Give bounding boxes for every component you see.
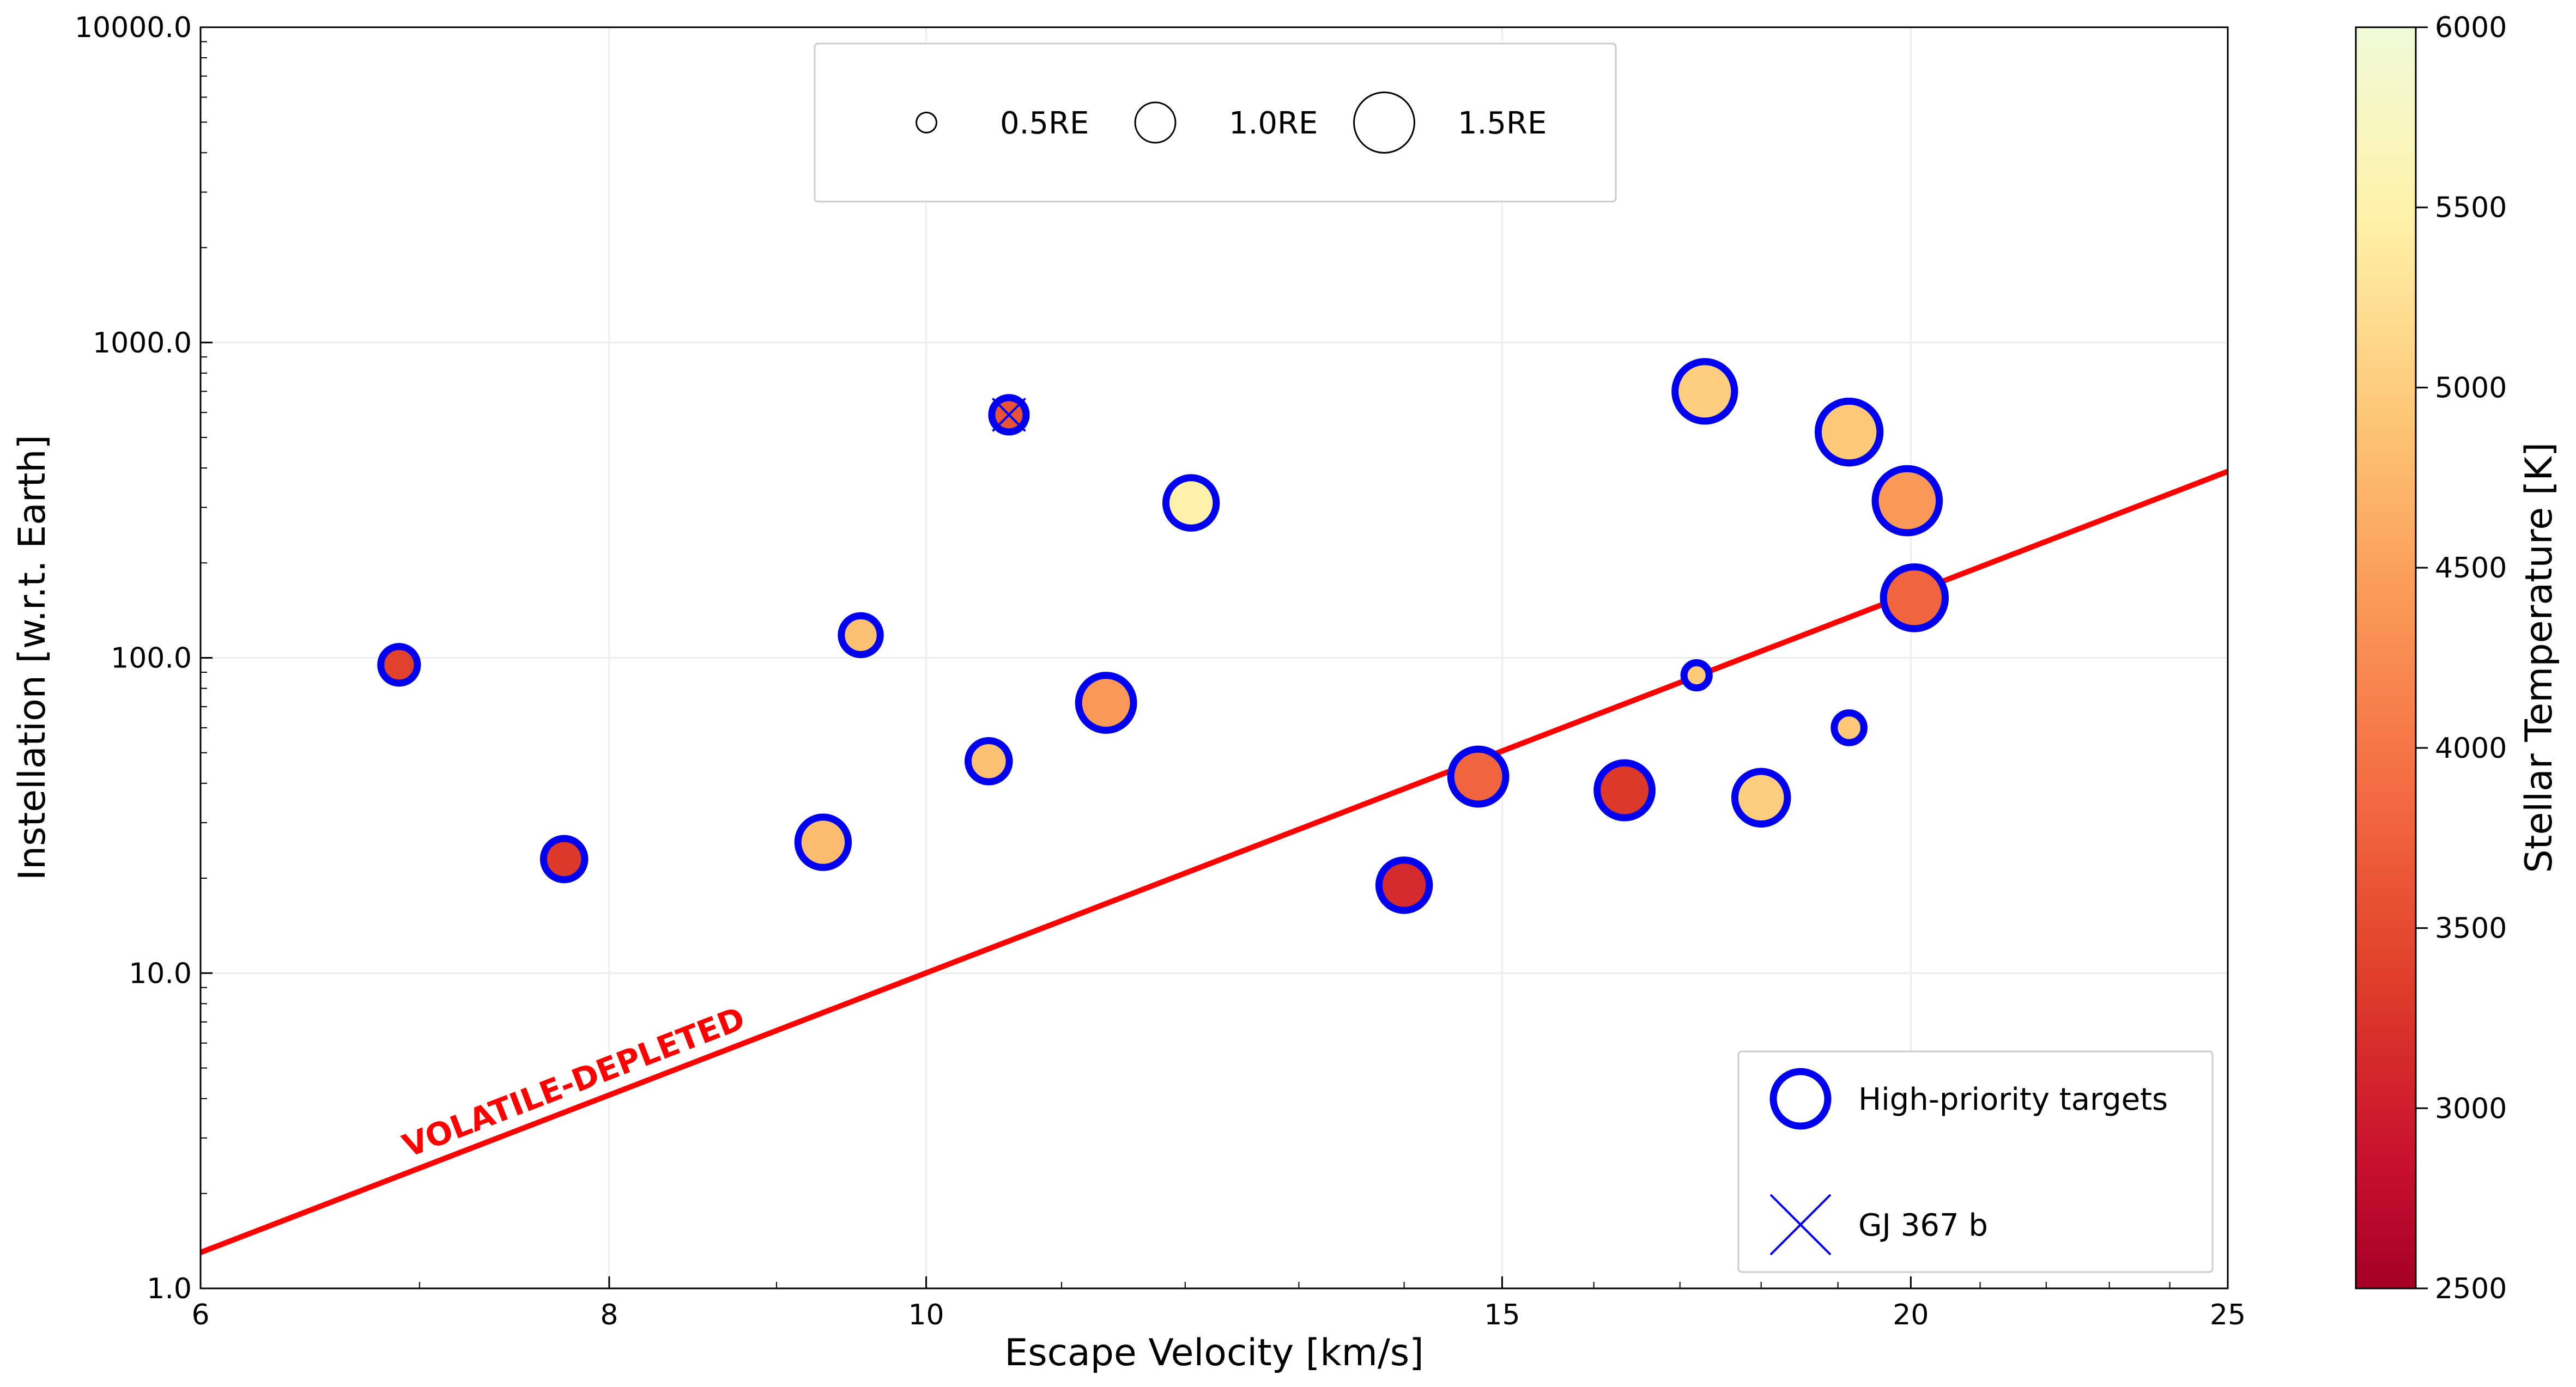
size-legend-label: 1.0RE: [1229, 106, 1318, 141]
marker-legend: High-priority targets GJ 367 b: [1737, 1050, 2214, 1273]
planet-point: [1671, 358, 1738, 425]
y-tick-label: 1000.0: [93, 327, 192, 360]
x-tick-label: 6: [191, 1299, 209, 1331]
x-axis-label: Escape Velocity [km/s]: [1004, 1331, 1423, 1374]
y-axis: 1.0 10.0 100.0 1000.0 10000.0: [75, 11, 213, 1305]
planet-point: [1162, 474, 1220, 532]
planet-point: [964, 737, 1013, 786]
x-tick-label: 15: [1484, 1299, 1520, 1331]
colorbar-label: Stellar Temperature [K]: [2518, 442, 2561, 873]
planet-point: [1075, 672, 1137, 734]
marker-legend-frame: [1737, 1050, 2214, 1273]
planet-point: [1375, 856, 1433, 914]
high-priority-legend-marker: [1769, 1068, 1832, 1130]
x-tick-label: 25: [2210, 1299, 2246, 1331]
x-tick-label: 8: [600, 1299, 618, 1331]
points-layer: [377, 358, 1949, 914]
planet-point: [1880, 563, 1949, 632]
colorbar-tick-label: 5000: [2435, 372, 2507, 404]
planet-point: [1814, 397, 1884, 467]
colorbar-tick-label: 4500: [2435, 552, 2507, 585]
planet-point: [377, 643, 421, 687]
size-legend-label: 1.5RE: [1458, 106, 1547, 141]
colorbar-tick-label: 5500: [2435, 192, 2507, 224]
y-tick-label: 10.0: [129, 957, 192, 990]
size-legend-frame: [814, 42, 1617, 203]
x-tick-label: 20: [1893, 1299, 1929, 1331]
colorbar-tick-label: 6000: [2435, 11, 2507, 44]
high-priority-legend-label: High-priority targets: [1858, 1082, 2168, 1117]
colorbar-tick-label: 3000: [2435, 1092, 2507, 1125]
planet-point: [1593, 759, 1656, 822]
planet-point: [1447, 745, 1510, 808]
y-tick-label: 1.0: [147, 1273, 192, 1305]
planet-point: [1831, 709, 1868, 746]
x-axis: 6 8 10 15 20 25: [191, 1276, 2246, 1331]
size-legend-label: 0.5RE: [1000, 106, 1089, 141]
size-legend-marker: [916, 112, 937, 133]
y-axis-label: Instellation [w.r.t. Earth]: [11, 435, 54, 880]
gj367b-legend-label: GJ 367 b: [1858, 1208, 1988, 1243]
x-tick-label: 10: [908, 1299, 944, 1331]
volatile-depleted-label: VOLATILE-DEPLETED: [398, 1000, 750, 1165]
planet-point: [1680, 659, 1713, 692]
gj367b-x-marker: [992, 398, 1026, 432]
colorbar-gradient: [2355, 26, 2417, 1289]
planet-point: [838, 612, 884, 659]
planet-point: [540, 835, 589, 884]
y-tick-label: 100.0: [111, 642, 192, 675]
colorbar-tick-label: 3500: [2435, 912, 2507, 945]
planet-point: [1871, 465, 1943, 537]
size-legend: 0.5RE 1.0RE 1.5RE: [814, 42, 1617, 203]
colorbar: 2500 3000 3500 4000 4500 5000 5500 6000: [2355, 11, 2507, 1305]
size-legend-marker: [1134, 101, 1177, 144]
y-tick-label: 10000.0: [75, 11, 192, 44]
gj367b-legend-marker-b: [1769, 1194, 1832, 1256]
planet-point: [794, 813, 852, 871]
size-legend-marker: [1353, 92, 1415, 154]
colorbar-tick-label: 2500: [2435, 1273, 2507, 1305]
planet-point: [1731, 768, 1791, 828]
colorbar-tick-label: 4000: [2435, 732, 2507, 765]
